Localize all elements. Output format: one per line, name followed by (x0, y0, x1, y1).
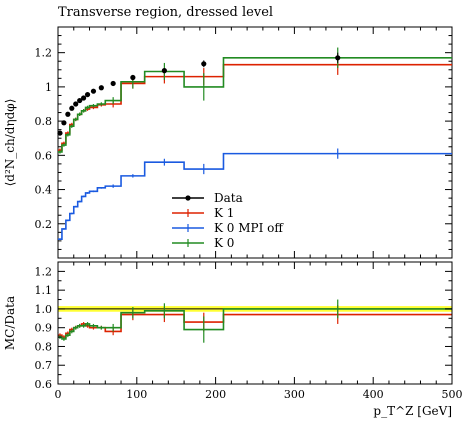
series-k-0-mpi-off (58, 148, 452, 241)
y-tick-label: 0.4 (35, 184, 53, 197)
data-point (65, 111, 71, 117)
x-axis-title: p_T^Z [GeV] (373, 404, 452, 418)
ratio-frame (57, 261, 453, 385)
y-tick-label: 1.2 (35, 47, 53, 60)
data-point (98, 85, 104, 91)
x-tick-label: 500 (442, 388, 463, 401)
y-axis-title: ⟨d²N_ch/dηdφ⟩ (3, 99, 17, 187)
data-point (73, 101, 79, 107)
y-tick-label: 0.6 (35, 149, 53, 162)
y-tick-label: 1 (45, 81, 52, 94)
data-point (161, 68, 167, 74)
y-tick-label: 1.2 (35, 265, 53, 278)
data-point (110, 80, 116, 87)
chart-title: Transverse region, dressed level (58, 5, 273, 20)
data-point (201, 61, 207, 67)
legend-item: K 0 (172, 236, 234, 250)
ratio-series-k-0 (58, 299, 452, 343)
series-line (58, 57, 452, 153)
data-point (130, 74, 136, 81)
data-point (61, 120, 67, 126)
data-point (84, 91, 91, 98)
series-k-0 (58, 47, 452, 154)
x-tick-label: 100 (126, 388, 147, 401)
data-point (90, 88, 97, 94)
data-point (81, 95, 87, 101)
data-point (335, 55, 341, 61)
y-tick-label: 1.1 (35, 284, 53, 297)
legend-item: Data (172, 191, 243, 205)
legend-marker (185, 195, 191, 201)
x-tick-label: 300 (284, 388, 305, 401)
legend-item: K 1 (172, 206, 234, 220)
legend-label: K 0 MPI off (214, 221, 284, 235)
y-tick-label: 1.0 (35, 303, 53, 316)
legend-label: K 0 (214, 236, 234, 250)
y-tick-label: 0.8 (35, 340, 53, 353)
x-tick-label: 400 (363, 388, 384, 401)
y-tick-label: 0.9 (35, 322, 53, 335)
x-tick-label: 200 (205, 388, 226, 401)
x-tick-label: 0 (55, 388, 62, 401)
main-frame (57, 26, 453, 259)
series-line (58, 313, 452, 338)
ratio-panel: 0 100 200 300 400 500 0.6 0.7 0.8 0.9 1.0 1.1 1.2 MC/… (3, 261, 463, 418)
y-tick-label: 0.2 (35, 218, 53, 231)
y-tick-label: 0.6 (35, 378, 53, 391)
y-tick-label: 0.8 (35, 115, 53, 128)
legend-item: K 0 MPI off (172, 221, 284, 235)
ratio-y-axis-title: MC/Data (3, 296, 17, 350)
data-point (57, 130, 63, 136)
series-line (58, 63, 452, 151)
data-point (77, 97, 83, 104)
series-line (58, 308, 452, 340)
legend-label: K 1 (214, 206, 234, 220)
data-point (69, 105, 75, 111)
y-tick-label: 0.7 (35, 359, 53, 372)
series-data (57, 52, 341, 136)
legend-label: Data (214, 191, 243, 205)
series-k-1 (58, 54, 452, 152)
